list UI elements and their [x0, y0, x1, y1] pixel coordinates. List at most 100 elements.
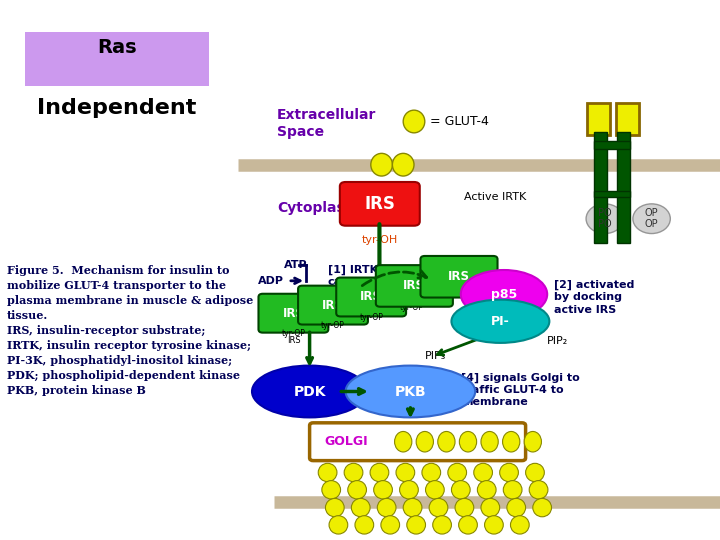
Bar: [594, 191, 630, 197]
Text: tyr-OH: tyr-OH: [361, 235, 397, 245]
Text: IRS: IRS: [448, 270, 470, 284]
Ellipse shape: [524, 431, 541, 452]
Ellipse shape: [448, 463, 467, 482]
Text: = GLUT-4: = GLUT-4: [430, 115, 489, 128]
Ellipse shape: [586, 204, 624, 233]
Text: ADP: ADP: [258, 276, 284, 286]
Text: Independent: Independent: [37, 98, 197, 118]
Ellipse shape: [510, 516, 529, 534]
Text: PIP₃: PIP₃: [425, 352, 446, 361]
Text: OP: OP: [645, 219, 658, 229]
FancyBboxPatch shape: [298, 286, 368, 325]
Text: tyr-OP: tyr-OP: [400, 303, 424, 312]
Text: IRS: IRS: [403, 279, 426, 293]
Ellipse shape: [318, 463, 337, 482]
Ellipse shape: [533, 498, 552, 517]
Ellipse shape: [633, 204, 670, 233]
Ellipse shape: [403, 110, 425, 133]
Text: Figure 5.  Mechanism for insulin to
mobilize GLUT-4 transporter to the
plasma me: Figure 5. Mechanism for insulin to mobil…: [7, 265, 253, 396]
Text: PKB: PKB: [395, 384, 426, 399]
Text: tyr-OP: tyr-OP: [359, 313, 384, 322]
Ellipse shape: [455, 498, 474, 517]
Ellipse shape: [325, 498, 344, 517]
Ellipse shape: [477, 481, 496, 499]
Text: [4] signals Golgi to
traffic GLUT-4 to
membrane: [4] signals Golgi to traffic GLUT-4 to m…: [461, 373, 580, 407]
Ellipse shape: [485, 516, 503, 534]
Ellipse shape: [481, 431, 498, 452]
FancyBboxPatch shape: [310, 423, 526, 461]
FancyBboxPatch shape: [420, 256, 498, 298]
Ellipse shape: [351, 498, 370, 517]
Ellipse shape: [433, 516, 451, 534]
Text: [2] activated
by docking
active IRS: [2] activated by docking active IRS: [554, 280, 635, 314]
Ellipse shape: [403, 498, 422, 517]
Ellipse shape: [461, 270, 547, 319]
Ellipse shape: [438, 431, 455, 452]
Ellipse shape: [400, 481, 418, 499]
Bar: [594, 141, 630, 148]
Text: IRS: IRS: [364, 195, 395, 213]
Text: Cytoplasm: Cytoplasm: [277, 201, 359, 215]
Text: tyr-OP: tyr-OP: [320, 321, 345, 330]
Text: IRS: IRS: [322, 299, 344, 312]
Ellipse shape: [371, 153, 392, 176]
Ellipse shape: [374, 481, 392, 499]
Ellipse shape: [459, 431, 477, 452]
Bar: [617, 132, 630, 243]
Ellipse shape: [348, 481, 366, 499]
Ellipse shape: [344, 463, 363, 482]
Ellipse shape: [481, 498, 500, 517]
Bar: [25, 32, 209, 86]
FancyBboxPatch shape: [258, 294, 328, 333]
Text: IRS: IRS: [287, 336, 300, 345]
Ellipse shape: [474, 463, 492, 482]
Ellipse shape: [252, 366, 367, 417]
Ellipse shape: [355, 516, 374, 534]
Text: GOLGI: GOLGI: [324, 435, 368, 448]
Ellipse shape: [503, 431, 520, 452]
Ellipse shape: [500, 463, 518, 482]
Text: ATP: ATP: [284, 260, 308, 269]
Text: PO: PO: [598, 208, 611, 218]
Ellipse shape: [422, 463, 441, 482]
Text: PO: PO: [598, 219, 611, 229]
Ellipse shape: [370, 463, 389, 482]
Ellipse shape: [451, 300, 549, 343]
Ellipse shape: [426, 481, 444, 499]
Text: Active IRTK: Active IRTK: [464, 192, 526, 202]
Ellipse shape: [346, 366, 475, 417]
Ellipse shape: [395, 431, 412, 452]
Ellipse shape: [507, 498, 526, 517]
Text: IRS: IRS: [360, 291, 382, 303]
Text: tyr-OP: tyr-OP: [282, 329, 306, 338]
Text: PDK: PDK: [293, 384, 326, 399]
Ellipse shape: [451, 481, 470, 499]
Text: PI-: PI-: [491, 315, 510, 328]
Bar: [587, 103, 610, 135]
Ellipse shape: [526, 463, 544, 482]
Ellipse shape: [396, 463, 415, 482]
Text: OP: OP: [645, 208, 658, 218]
FancyBboxPatch shape: [336, 278, 406, 316]
Bar: [594, 132, 607, 243]
Text: [1] IRTK
catalyzed: [1] IRTK catalyzed: [328, 265, 387, 287]
Bar: [616, 103, 639, 135]
FancyArrowPatch shape: [362, 271, 427, 286]
Ellipse shape: [529, 481, 548, 499]
Ellipse shape: [392, 153, 414, 176]
Ellipse shape: [503, 481, 522, 499]
Ellipse shape: [322, 481, 341, 499]
FancyBboxPatch shape: [376, 265, 453, 307]
Ellipse shape: [329, 516, 348, 534]
Ellipse shape: [416, 431, 433, 452]
Ellipse shape: [381, 516, 400, 534]
Text: Ras: Ras: [97, 38, 137, 57]
Ellipse shape: [377, 498, 396, 517]
Ellipse shape: [429, 498, 448, 517]
Text: PIP₂: PIP₂: [547, 336, 569, 346]
FancyBboxPatch shape: [340, 182, 420, 226]
Ellipse shape: [407, 516, 426, 534]
Ellipse shape: [459, 516, 477, 534]
Text: p85: p85: [491, 288, 517, 301]
Text: Extracellular
Space: Extracellular Space: [277, 108, 377, 139]
